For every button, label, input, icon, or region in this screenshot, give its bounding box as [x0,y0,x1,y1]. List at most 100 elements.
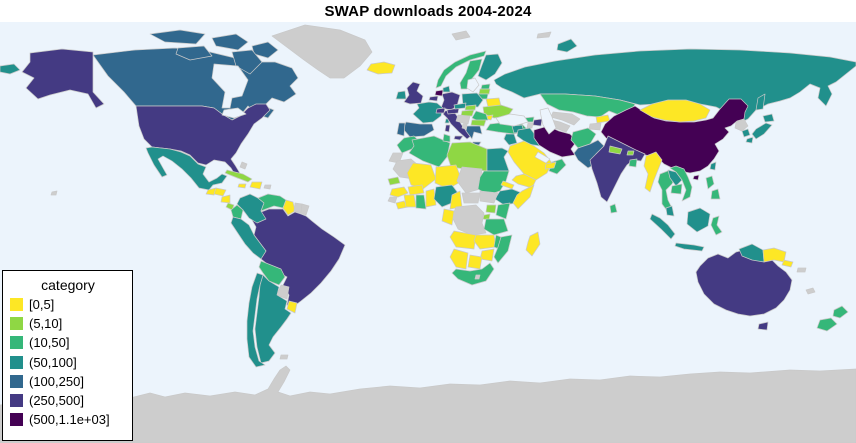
country-uruguay [286,300,298,314]
legend-row: (50,100] [10,355,126,370]
legend-swatch [10,317,23,331]
legend-row: (10,50] [10,335,126,350]
country-french-guiana [300,203,310,216]
country-chile [246,272,266,368]
country-vietnam [669,165,693,202]
country-albania [461,123,468,130]
country-balkans [455,114,471,125]
country-iceland [366,61,396,75]
country-madagascar [525,231,541,257]
country-hainan [692,174,700,181]
legend-row: (250,500] [10,393,126,408]
country-philippines-mindanao [710,188,721,200]
country-russia-chukotka [0,63,21,75]
legend-item-label: (500,1.1e+03] [29,412,110,428]
country-japan-honshu [751,122,773,140]
country-angola [449,230,477,250]
country-bahamas [239,161,248,170]
legend-item-label: [0,5] [29,297,55,312]
country-jamaica [237,183,247,189]
country-myanmar [643,151,663,193]
legend-item-label: (100,250] [29,373,84,389]
country-canada-island [211,33,249,51]
country-north-korea [734,118,749,132]
country-drc [451,204,487,236]
legend-row: [0,5] [10,297,126,312]
world-map [0,22,856,443]
country-italy [442,109,472,140]
country-saudi-arabia [507,140,553,181]
legend-row: (5,10] [10,316,126,331]
country-png-tail [781,259,794,268]
country-togo-benin [425,188,437,208]
country-ivory-coast [403,194,417,208]
country-portugal [396,122,406,137]
legend-title: category [41,277,95,293]
country-sierra-leone [387,196,398,204]
country-argentina [254,274,292,364]
country-estonia [480,83,491,90]
country-greenland [271,24,373,79]
page-title: SWAP downloads 2004-2024 [324,2,532,20]
country-switzerland [435,107,446,114]
country-belgium [428,95,439,102]
country-ghana [415,194,427,210]
black-sea [495,113,529,127]
country-falklands [279,354,289,360]
country-canada-island [149,29,206,45]
country-sicily [453,135,464,141]
country-ireland [395,90,407,100]
country-guinea [389,186,409,198]
country-tasmania [757,321,769,331]
country-japan-kyushu [745,136,754,144]
country-uae [544,161,557,170]
country-south-sudan [479,190,499,204]
country-france [412,101,444,124]
country-nz-north [832,305,849,319]
country-sumatra [649,213,676,240]
country-zimbabwe [479,248,495,262]
legend-swatch [10,393,23,407]
country-armenia [526,122,534,129]
legend-swatch [10,298,23,311]
country-svalbard [451,30,471,41]
country-sweden [459,58,483,90]
country-tunisia [442,133,451,143]
country-philippines-luzon [705,175,715,190]
country-burkina-faso [407,184,425,196]
country-mozambique [493,234,513,264]
country-azerbaijan [532,118,543,127]
legend-row: (100,250] [10,374,126,389]
country-bulgaria [470,119,487,127]
country-hungary [460,109,475,117]
country-bolivia [258,260,286,286]
country-guatemala [205,187,217,196]
country-netherlands [434,89,444,97]
country-norway [435,50,487,89]
country-tajikistan [588,122,602,131]
country-czechia [453,102,467,110]
hudson-bay [211,63,249,109]
country-nicaragua [220,194,231,204]
country-java [674,242,705,252]
country-latvia [478,88,491,95]
country-sri-lanka [609,203,618,214]
country-malaysia-peninsula [665,205,675,217]
legend-swatch [10,336,23,350]
country-zambia [473,234,497,250]
legend-item-label: (250,500] [29,392,84,408]
country-congo-gabon [441,208,455,226]
country-south-korea [741,128,751,138]
country-finland [477,53,503,81]
country-hispaniola [249,181,263,190]
country-botswana [467,254,483,270]
country-south-africa [451,262,495,286]
country-namibia [449,248,469,270]
country-somalia [512,184,535,210]
legend-swatch [10,374,23,388]
country-nz-south [816,317,838,332]
legend-item-label: (5,10] [29,316,63,332]
caspian-sea [539,107,557,135]
great-lakes [221,107,247,119]
country-peru [230,216,267,260]
